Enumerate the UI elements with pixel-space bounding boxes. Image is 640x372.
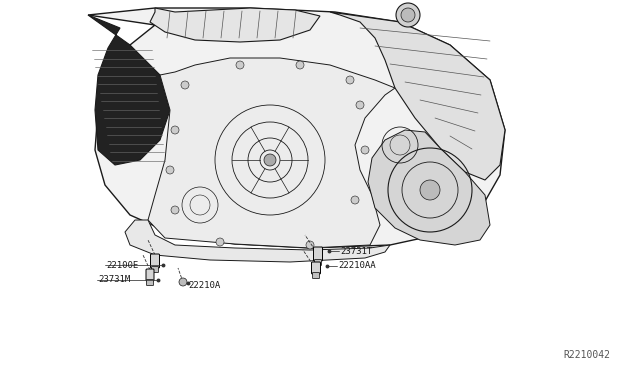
Polygon shape xyxy=(148,58,395,248)
Text: 23731T: 23731T xyxy=(340,247,372,256)
Text: R2210042: R2210042 xyxy=(563,350,610,360)
Text: 23731M: 23731M xyxy=(98,276,131,285)
Circle shape xyxy=(420,180,440,200)
Polygon shape xyxy=(150,8,320,42)
Circle shape xyxy=(351,196,359,204)
FancyBboxPatch shape xyxy=(152,266,159,273)
Circle shape xyxy=(216,238,224,246)
Circle shape xyxy=(171,126,179,134)
Polygon shape xyxy=(88,8,505,248)
Circle shape xyxy=(396,3,420,27)
FancyBboxPatch shape xyxy=(146,269,154,281)
Circle shape xyxy=(306,241,314,249)
Circle shape xyxy=(401,8,415,22)
Polygon shape xyxy=(330,12,505,180)
Circle shape xyxy=(296,61,304,69)
Polygon shape xyxy=(125,220,390,262)
Text: 22210A: 22210A xyxy=(188,282,220,291)
FancyBboxPatch shape xyxy=(147,279,154,285)
Circle shape xyxy=(179,278,187,286)
FancyBboxPatch shape xyxy=(312,273,319,279)
FancyBboxPatch shape xyxy=(312,262,321,274)
FancyBboxPatch shape xyxy=(150,254,159,268)
Text: 22100E: 22100E xyxy=(106,260,138,269)
Polygon shape xyxy=(88,15,170,165)
Text: 22210AA: 22210AA xyxy=(338,262,376,270)
Circle shape xyxy=(346,76,354,84)
Circle shape xyxy=(264,154,276,166)
Circle shape xyxy=(166,166,174,174)
Circle shape xyxy=(236,61,244,69)
Circle shape xyxy=(361,146,369,154)
Circle shape xyxy=(356,101,364,109)
Circle shape xyxy=(181,81,189,89)
FancyBboxPatch shape xyxy=(314,260,321,266)
FancyBboxPatch shape xyxy=(314,247,323,261)
Circle shape xyxy=(171,206,179,214)
Polygon shape xyxy=(368,130,490,245)
